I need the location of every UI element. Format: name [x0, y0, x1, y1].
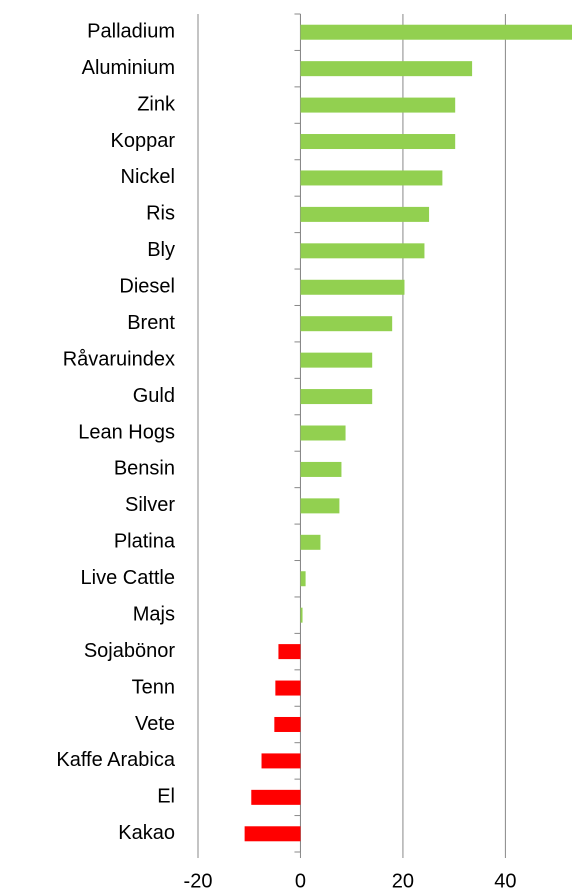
bar — [300, 170, 443, 186]
y-tick-label: Silver — [125, 494, 175, 516]
bar — [300, 425, 346, 441]
y-tick-label: Guld — [133, 385, 175, 407]
y-tick-label: Palladium — [87, 20, 175, 42]
bar — [251, 789, 301, 805]
bar — [300, 498, 340, 514]
y-tick-label: Aluminium — [82, 57, 175, 79]
y-tick-label: Platina — [114, 531, 176, 553]
x-tick-label: 0 — [295, 870, 306, 892]
bar — [300, 571, 306, 587]
bar — [300, 461, 342, 477]
y-tick-label: Vete — [135, 713, 175, 735]
y-tick-label: Brent — [127, 312, 175, 334]
y-tick-label: Majs — [133, 603, 175, 625]
bar — [300, 352, 373, 368]
y-tick-label: Bensin — [114, 458, 175, 480]
y-tick-label: Live Cattle — [81, 567, 176, 589]
x-tick-label: -20 — [184, 870, 213, 892]
bar — [244, 826, 301, 842]
x-tick-label: 20 — [392, 870, 414, 892]
bar — [300, 279, 405, 295]
y-tick-label: Kaffe Arabica — [56, 749, 175, 771]
bar — [300, 607, 303, 623]
y-tick-label: Nickel — [121, 166, 175, 188]
bar — [300, 243, 425, 259]
bar — [300, 24, 572, 40]
bar — [300, 134, 456, 150]
bar — [274, 716, 301, 732]
y-tick-label: Kakao — [118, 822, 175, 844]
x-tick-label: 40 — [494, 870, 516, 892]
bar — [300, 389, 373, 405]
bar — [278, 644, 301, 660]
y-tick-label: Råvaruindex — [63, 348, 175, 370]
y-tick-label: Bly — [147, 239, 175, 261]
bar — [300, 206, 430, 222]
bar — [300, 534, 321, 550]
bar — [261, 753, 301, 769]
y-tick-label: Zink — [137, 93, 176, 115]
y-tick-label: El — [157, 786, 175, 808]
bar — [300, 316, 393, 332]
y-tick-label: Lean Hogs — [78, 421, 175, 443]
y-tick-label: Koppar — [111, 130, 176, 152]
y-tick-label: Ris — [146, 203, 175, 225]
bar — [300, 97, 456, 113]
y-tick-label: Diesel — [119, 276, 175, 298]
bar — [300, 61, 473, 77]
y-tick-label: Tenn — [132, 676, 175, 698]
y-tick-label: Sojabönor — [84, 640, 176, 662]
bar — [275, 680, 301, 696]
